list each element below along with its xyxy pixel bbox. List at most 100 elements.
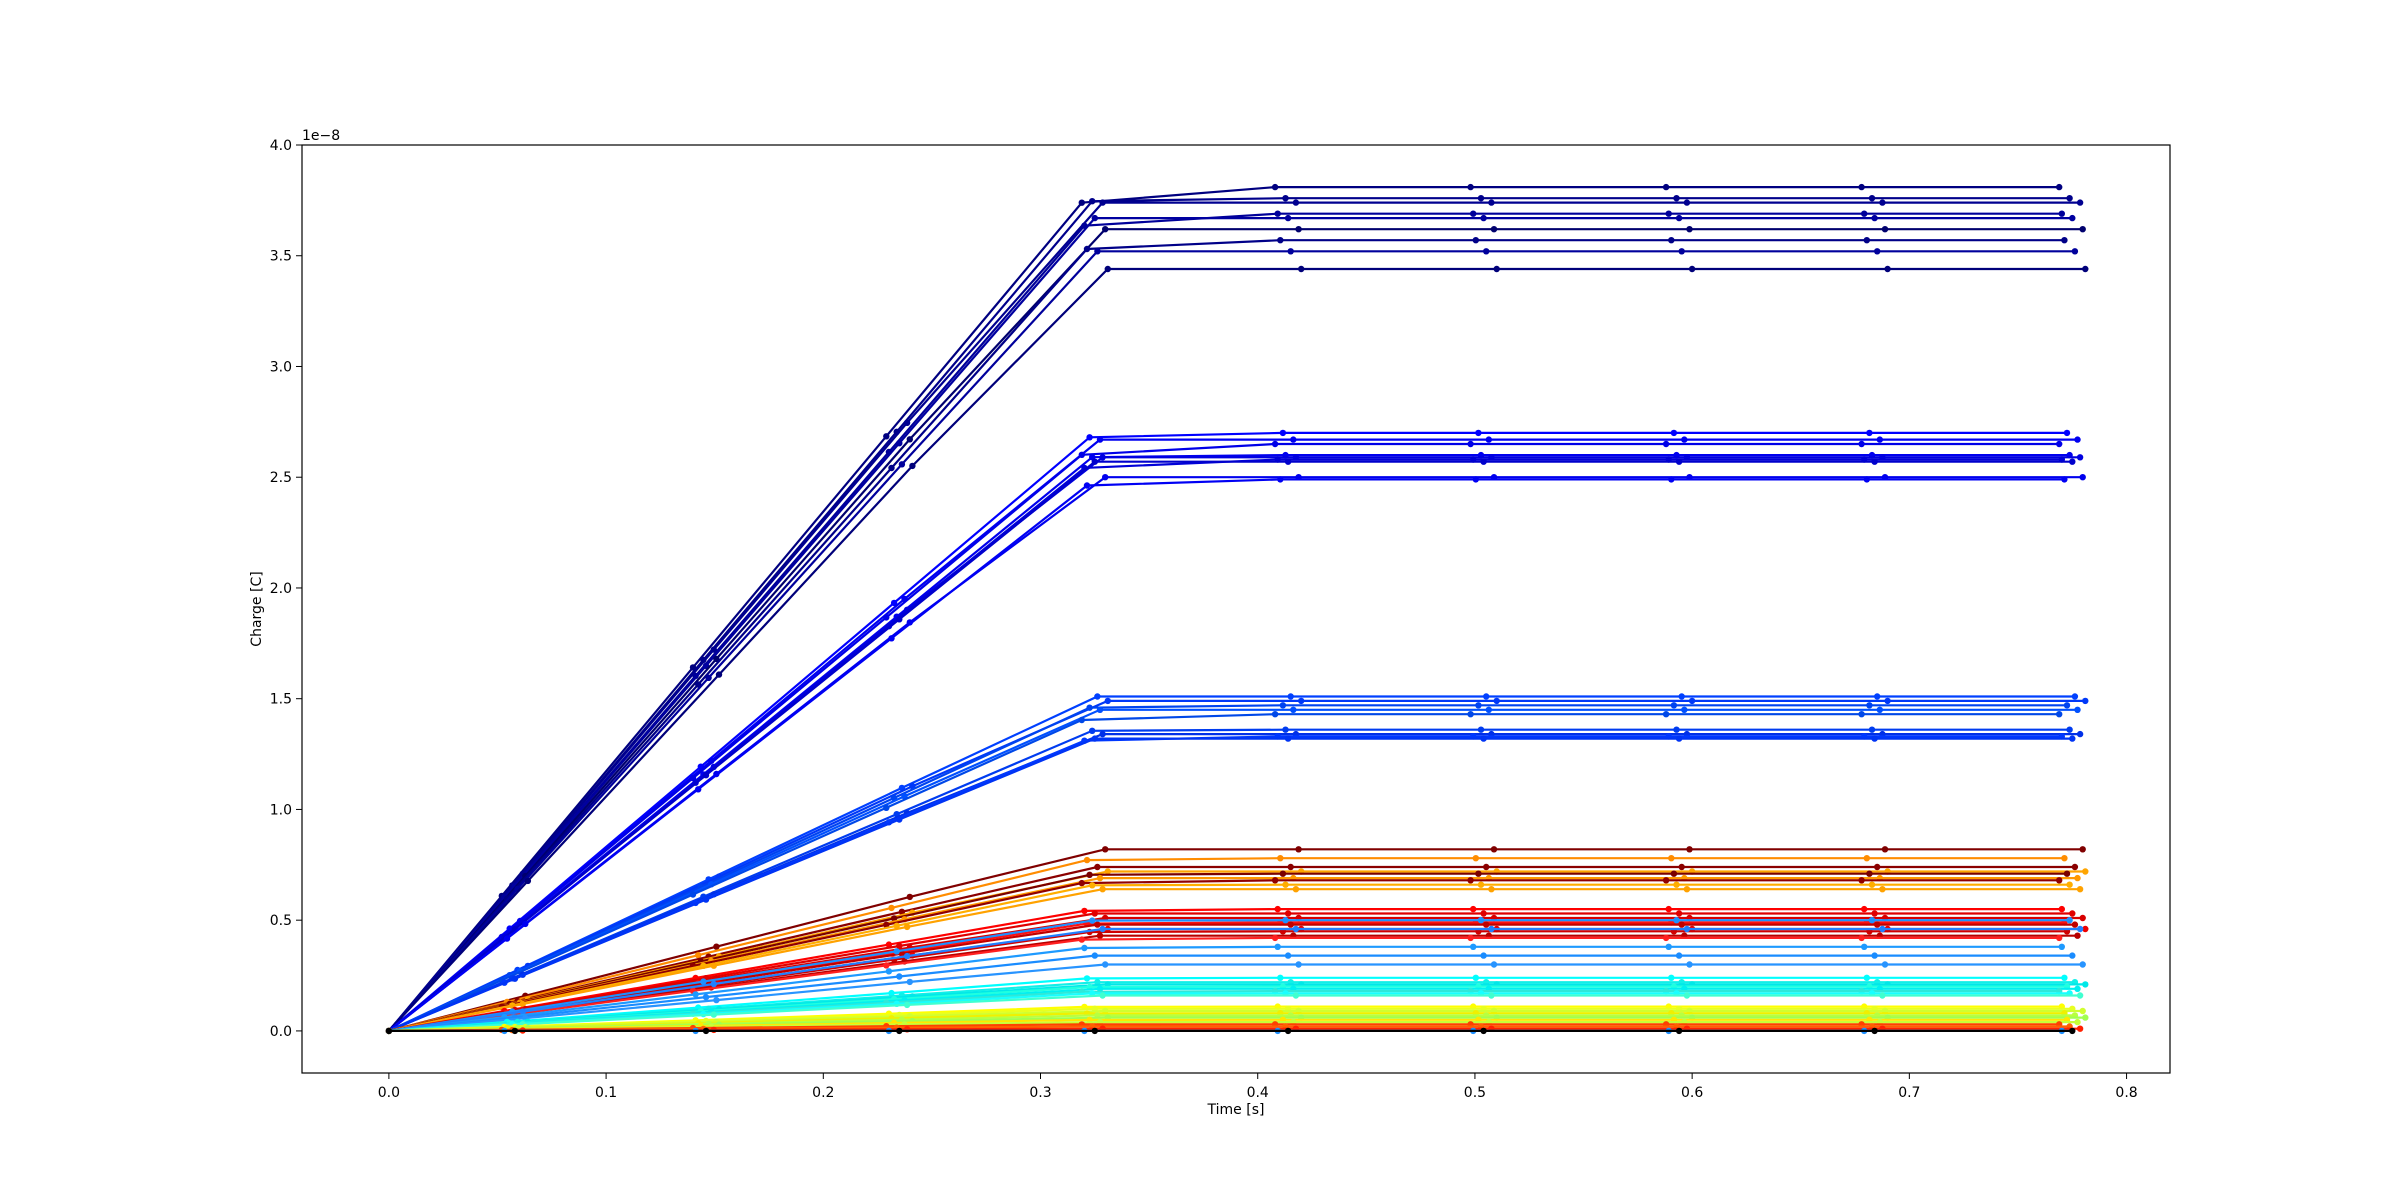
data-point: [1863, 974, 1871, 981]
data-point: [2076, 925, 2084, 933]
data-point: [2074, 985, 2081, 992]
data-point: [1091, 214, 1099, 222]
data-point: [1874, 921, 1881, 928]
data-point: [689, 891, 697, 898]
data-point: [1863, 476, 1871, 483]
data-point: [2061, 855, 2068, 862]
data-point: [713, 996, 720, 1004]
data-point: [1284, 735, 1292, 742]
data-point: [2066, 917, 2073, 924]
series-path: [388, 228, 2083, 1032]
data-point: [710, 1011, 717, 1018]
data-point: [896, 616, 903, 623]
data-point: [1480, 952, 1487, 959]
x-tick-label: 0.7: [1898, 1085, 1920, 1101]
data-point: [1099, 454, 1106, 461]
data-point: [2079, 846, 2086, 853]
data-point: [1858, 711, 1865, 718]
data-point: [2066, 726, 2073, 733]
series-path: [388, 460, 2073, 1032]
data-point: [1091, 735, 1099, 742]
data-point: [896, 973, 903, 980]
data-point: [1094, 979, 1101, 986]
data-point: [2082, 697, 2089, 705]
data-point: [890, 599, 898, 607]
data-point: [1086, 434, 1093, 441]
data-point: [1091, 910, 1099, 917]
data-point: [1295, 961, 1302, 968]
data-point: [1078, 936, 1086, 943]
data-point: [1678, 921, 1685, 928]
series-path: [388, 883, 2070, 1032]
x-tick-label: 0.6: [1681, 1085, 1703, 1101]
data-point: [1470, 210, 1477, 217]
data-point: [1871, 214, 1878, 222]
data-point: [1271, 934, 1279, 942]
data-point: [1292, 199, 1300, 206]
data-point: [1091, 1027, 1099, 1035]
data-point: [695, 952, 702, 959]
series-line: [385, 183, 2063, 1035]
series-path: [388, 923, 2075, 1032]
data-point: [2071, 248, 2079, 255]
data-point: [1292, 992, 1300, 999]
data-point: [1298, 265, 1305, 273]
data-point: [1480, 735, 1487, 742]
data-point: [896, 942, 903, 950]
data-point: [2056, 440, 2063, 448]
data-point: [1861, 943, 1868, 950]
data-point: [1493, 697, 1500, 705]
data-point: [1102, 846, 1109, 853]
data-point: [1866, 429, 1873, 437]
series-line: [385, 952, 2076, 1035]
data-point: [1673, 917, 1680, 924]
x-tick-label: 0.1: [595, 1085, 617, 1101]
data-point: [1863, 237, 1871, 244]
data-point: [1271, 183, 1279, 191]
series-path: [388, 888, 2081, 1032]
data-point: [2069, 214, 2076, 222]
data-point: [1287, 921, 1294, 928]
data-point: [1094, 921, 1101, 928]
series-path: [388, 908, 2062, 1032]
data-point: [1089, 917, 1096, 924]
data-point: [1078, 451, 1086, 458]
series-path: [388, 695, 2075, 1032]
data-point: [511, 975, 519, 982]
data-point: [1287, 693, 1294, 700]
data-point: [713, 943, 720, 950]
data-point: [1480, 1027, 1487, 1035]
data-point: [2082, 1014, 2089, 1021]
data-point: [898, 950, 906, 957]
data-point: [1480, 910, 1487, 917]
series-path: [388, 954, 2073, 1032]
data-point: [2066, 881, 2073, 888]
data-point: [1688, 697, 1696, 705]
data-point: [1472, 855, 1480, 862]
data-point: [2079, 961, 2086, 968]
data-point: [1681, 706, 1688, 713]
series-line: [385, 917, 2073, 1035]
data-point: [692, 991, 699, 998]
series-path: [388, 708, 2078, 1032]
data-point: [1868, 195, 1876, 202]
series-path: [388, 201, 2081, 1032]
data-point: [1675, 952, 1683, 959]
data-point: [2082, 981, 2089, 988]
data-point: [1277, 237, 1284, 244]
data-point: [1673, 195, 1680, 202]
data-point: [1879, 199, 1886, 206]
data-point: [1879, 886, 1886, 893]
data-point: [2071, 863, 2079, 871]
x-tick-label: 0.2: [812, 1085, 834, 1101]
data-point: [1096, 985, 1104, 992]
data-point: [1861, 210, 1868, 217]
y-offset-text: 1e−8: [302, 128, 340, 144]
data-point: [702, 1027, 710, 1035]
series-path: [388, 927, 2081, 1032]
series-path: [388, 936, 2060, 1032]
data-point: [2063, 702, 2071, 709]
data-point: [883, 614, 890, 621]
data-point: [1282, 726, 1289, 733]
